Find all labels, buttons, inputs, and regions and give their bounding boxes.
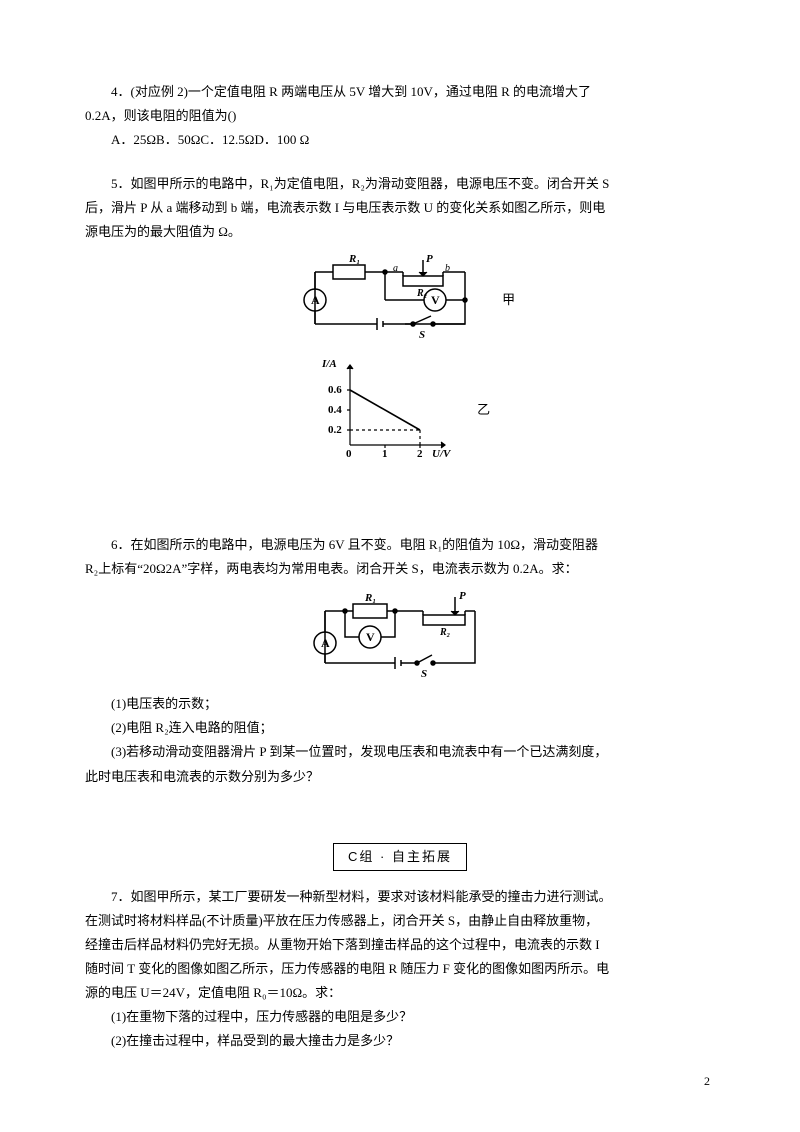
svg-text:R₁: R₁	[364, 592, 376, 604]
q5-graph-svg: I/A 0.2 0.4 0.6 0 1 2 U/V	[310, 355, 470, 465]
q5-circuit-figure: R₁ a b P R₂ A V S 甲	[85, 252, 715, 347]
q5-l3: 源电压为的最大阻值为 Ω。	[85, 220, 715, 244]
q7-l5: 源的电压 U＝24V，定值电阻 R₀＝10Ω。求：	[85, 981, 715, 1005]
svg-text:S: S	[421, 668, 427, 680]
svg-text:0.2: 0.2	[328, 424, 342, 436]
q4-stem: 4．(对应例 2)一个定值电阻 R 两端电压从 5V 增大到 10V，通过电阻 …	[85, 80, 715, 104]
q6-s1: (1)电压表的示数；	[85, 692, 715, 716]
q7-l4: 随时间 T 变化的图像如图乙所示，压力传感器的电阻 R 随压力 F 变化的图像如…	[85, 957, 715, 981]
svg-text:S: S	[419, 329, 425, 341]
svg-text:0.6: 0.6	[328, 384, 342, 396]
q5-l2: 后，滑片 P 从 a 端移动到 b 端，电流表示数 I 与电压表示数 U 的变化…	[85, 196, 715, 220]
svg-text:b: b	[445, 263, 450, 274]
svg-text:V: V	[366, 630, 375, 644]
svg-text:A: A	[311, 293, 320, 307]
svg-text:a: a	[393, 263, 398, 274]
svg-text:R₂: R₂	[439, 627, 450, 638]
q7-l2: 在测试时将材料样品(不计质量)平放在压力传感器上，闭合开关 S，由静止自由释放重…	[85, 909, 715, 933]
svg-text:I/A: I/A	[321, 358, 337, 370]
svg-text:P: P	[426, 253, 433, 265]
page-number: 2	[704, 1070, 710, 1092]
question-4: 4．(对应例 2)一个定值电阻 R 两端电压从 5V 增大到 10V，通过电阻 …	[85, 80, 715, 152]
svg-text:R₁: R₁	[348, 253, 360, 265]
q7-l3: 经撞击后样品材料仍完好无损。从重物开始下落到撞击样品的这个过程中，电流表的示数 …	[85, 933, 715, 957]
svg-text:0: 0	[346, 448, 352, 460]
group-c-header: C组 · 自主拓展	[85, 843, 715, 871]
svg-text:V: V	[431, 293, 440, 307]
q6-circuit-svg: R₁ P R₂ V A S	[295, 589, 505, 684]
svg-text:P: P	[459, 590, 466, 602]
q5-circuit-svg: R₁ a b P R₂ A V S	[285, 252, 495, 347]
q5-graph-figure: I/A 0.2 0.4 0.6 0 1 2 U/V 乙	[85, 355, 715, 465]
question-5: 5．如图甲所示的电路中，R₁为定值电阻，R₂为滑动变阻器，电源电压不变。闭合开关…	[85, 172, 715, 465]
q6-s3b: 此时电压表和电流表的示数分别为多少？	[85, 765, 715, 789]
q7-s1: (1)在重物下落的过程中，压力传感器的电阻是多少？	[85, 1005, 715, 1029]
q6-circuit-figure: R₁ P R₂ V A S	[85, 589, 715, 684]
q5-l1: 5．如图甲所示的电路中，R₁为定值电阻，R₂为滑动变阻器，电源电压不变。闭合开关…	[85, 172, 715, 196]
question-6: 6．在如图所示的电路中，电源电压为 6V 且不变。电阻 R₁的阻值为 10Ω，滑…	[85, 533, 715, 788]
svg-text:U/V: U/V	[432, 448, 452, 460]
svg-text:A: A	[321, 636, 330, 650]
svg-text:R₂: R₂	[416, 288, 427, 299]
q6-l1: 6．在如图所示的电路中，电源电压为 6V 且不变。电阻 R₁的阻值为 10Ω，滑…	[85, 533, 715, 557]
question-7: 7．如图甲所示，某工厂要研发一种新型材料，要求对该材料能承受的撞击力进行测试。 …	[85, 885, 715, 1053]
q6-s2: (2)电阻 R₂连入电路的阻值；	[85, 716, 715, 740]
q6-s3: (3)若移动滑动变阻器滑片 P 到某一位置时，发现电压表和电流表中有一个已达满刻…	[85, 740, 715, 764]
svg-text:1: 1	[382, 448, 388, 460]
fig-label-yi: 乙	[477, 398, 490, 422]
q4-options: A．25ΩB．50ΩC．12.5ΩD．100 Ω	[85, 128, 715, 152]
svg-text:2: 2	[417, 448, 423, 460]
fig-label-jia: 甲	[502, 288, 515, 312]
q7-s2: (2)在撞击过程中，样品受到的最大撞击力是多少？	[85, 1029, 715, 1053]
q4-stem2: 0.2A，则该电阻的阻值为()	[85, 104, 715, 128]
q7-l1: 7．如图甲所示，某工厂要研发一种新型材料，要求对该材料能承受的撞击力进行测试。	[85, 885, 715, 909]
q6-l2: R₂上标有“20Ω2A”字样，两电表均为常用电表。闭合开关 S，电流表示数为 0…	[85, 557, 715, 581]
group-c-label: C组 · 自主拓展	[333, 843, 467, 871]
svg-text:0.4: 0.4	[328, 404, 342, 416]
